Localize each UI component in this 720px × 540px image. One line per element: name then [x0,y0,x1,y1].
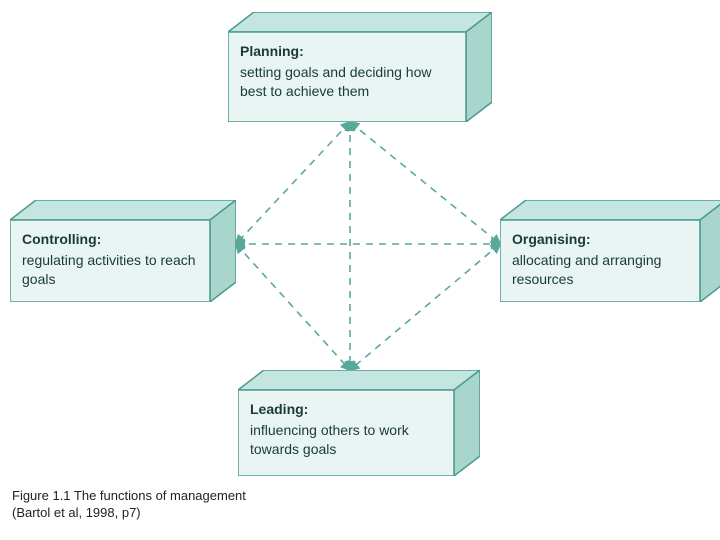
caption-line-1: Figure 1.1 The functions of management [12,487,246,505]
caption-line-2: (Bartol et al, 1998, p7) [12,504,246,522]
box-body: setting goals and deciding how best to a… [240,64,431,99]
edge-planning-controlling [236,122,350,244]
edge-organising-leading [350,244,500,370]
box-leading: Leading: influencing others to work towar… [238,370,480,476]
diagram-canvas: Planning: setting goals and deciding how … [0,0,720,540]
box-title: Leading: [250,400,442,419]
box-title: Planning: [240,42,454,61]
box-text-leading: Leading: influencing others to work towar… [238,390,454,476]
box-text-controlling: Controlling: regulating activities to rea… [10,220,210,302]
box-controlling: Controlling: regulating activities to rea… [10,200,236,302]
box-planning: Planning: setting goals and deciding how … [228,12,492,122]
figure-caption: Figure 1.1 The functions of management (… [12,487,246,522]
edge-planning-organising [350,122,500,244]
box-body: influencing others to work towards goals [250,422,409,457]
box-text-organising: Organising: allocating and arranging reso… [500,220,700,302]
edge-controlling-leading [236,244,350,370]
box-body: allocating and arranging resources [512,252,661,287]
box-organising: Organising: allocating and arranging reso… [500,200,720,302]
box-body: regulating activities to reach goals [22,252,196,287]
box-title: Controlling: [22,230,198,249]
box-title: Organising: [512,230,688,249]
box-text-planning: Planning: setting goals and deciding how … [228,32,466,122]
